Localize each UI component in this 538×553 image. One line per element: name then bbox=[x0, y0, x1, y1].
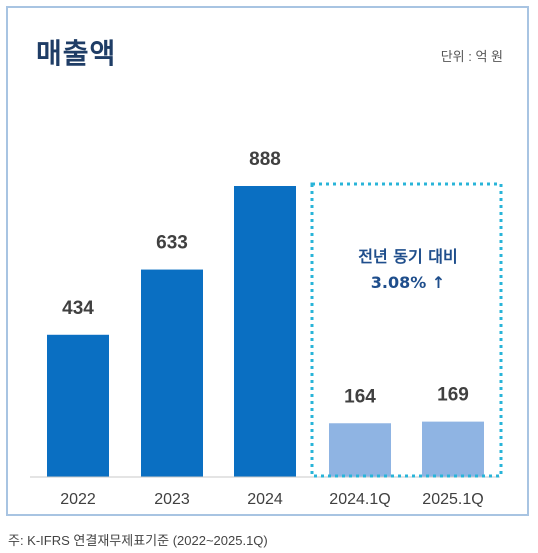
bar-2022 bbox=[47, 334, 109, 477]
bar-2024 bbox=[234, 186, 296, 477]
category-label-2025.1Q: 2025.1Q bbox=[422, 491, 483, 508]
quarter-highlight-box bbox=[310, 182, 503, 478]
category-label-2024: 2024 bbox=[247, 491, 283, 508]
annotation-line2: 3.08% ↑ bbox=[371, 273, 445, 292]
footnote: 주: K-IFRS 연결재무제표기준 (2022~2025.1Q) bbox=[8, 533, 268, 548]
chart-title: 매출액 bbox=[36, 38, 117, 69]
value-label-2023: 633 bbox=[156, 233, 188, 254]
bar-2025.1Q bbox=[422, 421, 484, 477]
unit-label: 단위 : 억 원 bbox=[440, 49, 503, 64]
category-label-2023: 2023 bbox=[154, 491, 190, 508]
value-label-2025.1Q: 169 bbox=[437, 385, 469, 406]
value-label-2022: 434 bbox=[62, 298, 94, 319]
category-label-2022: 2022 bbox=[60, 491, 96, 508]
value-label-2024.1Q: 164 bbox=[344, 386, 376, 407]
bar-2023 bbox=[141, 269, 203, 477]
value-label-2024: 888 bbox=[249, 149, 281, 170]
annotation-line1: 전년 동기 대비 bbox=[358, 247, 457, 266]
bar-2024.1Q bbox=[329, 423, 391, 477]
category-label-2024.1Q: 2024.1Q bbox=[329, 491, 390, 508]
